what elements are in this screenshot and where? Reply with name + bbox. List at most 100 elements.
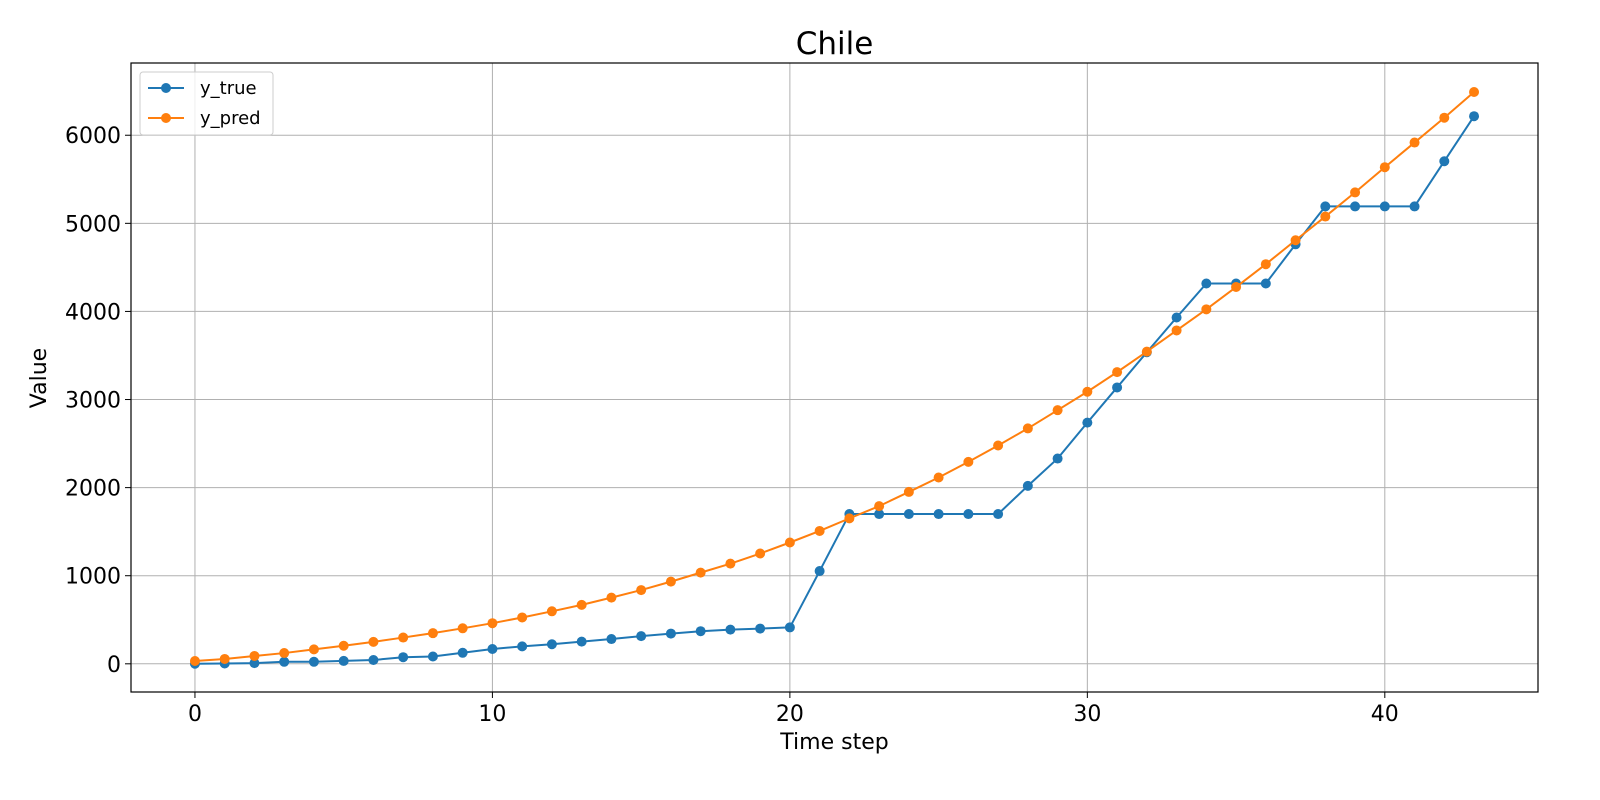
x-tick-label: 10 bbox=[478, 702, 506, 727]
y-tick-label: 5000 bbox=[65, 212, 121, 237]
data-point-y-pred bbox=[1469, 86, 1480, 97]
data-point-y-pred bbox=[487, 618, 498, 629]
data-point-y-pred bbox=[308, 644, 319, 655]
data-point-y-pred bbox=[1231, 282, 1242, 293]
data-point-y-pred bbox=[1022, 423, 1033, 434]
data-point-y-true bbox=[725, 624, 736, 635]
data-point-y-pred bbox=[398, 632, 409, 643]
legend-marker-y-true bbox=[161, 83, 171, 93]
data-point-y-pred bbox=[993, 440, 1004, 451]
y-tick-label: 0 bbox=[107, 653, 121, 678]
data-point-y-true bbox=[665, 628, 676, 639]
plot-frame bbox=[130, 62, 1539, 693]
data-point-y-true bbox=[487, 644, 498, 655]
data-point-y-true bbox=[427, 651, 438, 662]
y-tick-label: 6000 bbox=[65, 124, 121, 149]
data-point-y-true bbox=[606, 634, 617, 645]
legend-marker-y-pred bbox=[161, 113, 171, 123]
data-point-y-true bbox=[1439, 156, 1450, 167]
legend-label-y-pred: y_pred bbox=[200, 108, 261, 129]
data-point-y-pred bbox=[576, 599, 587, 610]
data-point-y-true bbox=[993, 509, 1004, 520]
data-point-y-true bbox=[755, 623, 766, 634]
data-point-y-pred bbox=[517, 612, 528, 623]
data-point-y-pred bbox=[338, 640, 349, 651]
data-point-y-pred bbox=[665, 576, 676, 587]
data-point-y-pred bbox=[695, 567, 706, 578]
data-point-y-pred bbox=[1082, 386, 1093, 397]
data-point-y-pred bbox=[189, 655, 200, 666]
data-point-y-pred bbox=[963, 456, 974, 467]
y-tick-label: 3000 bbox=[65, 389, 121, 414]
data-point-y-pred bbox=[1379, 162, 1390, 173]
series-line-y-pred bbox=[194, 91, 1475, 662]
grid bbox=[131, 63, 1538, 692]
data-point-y-true bbox=[546, 639, 557, 650]
data-point-y-pred bbox=[1290, 235, 1301, 246]
data-point-y-pred bbox=[279, 648, 290, 659]
legend-label-y-true: y_true bbox=[200, 78, 257, 99]
x-tick-label: 40 bbox=[1371, 702, 1399, 727]
ticks: 0 10 20 30 40 0 1000 2000 3000 4000 5000 6000 bbox=[65, 124, 1399, 727]
data-point-y-true bbox=[963, 509, 974, 520]
data-point-y-pred bbox=[903, 486, 914, 497]
data-point-y-true bbox=[874, 509, 885, 520]
data-point-y-pred bbox=[844, 513, 855, 524]
data-point-y-true bbox=[1171, 312, 1182, 323]
data-point-y-true bbox=[903, 509, 914, 520]
data-point-y-pred bbox=[1320, 211, 1331, 222]
data-point-y-pred bbox=[1141, 346, 1152, 357]
data-point-y-true bbox=[1022, 480, 1033, 491]
series-layer bbox=[189, 86, 1480, 669]
chart-title: Chile bbox=[796, 26, 874, 62]
data-point-y-true bbox=[576, 636, 587, 647]
data-point-y-pred bbox=[1350, 187, 1361, 198]
data-point-y-true bbox=[279, 656, 290, 667]
data-point-y-pred bbox=[1112, 367, 1123, 378]
data-point-y-pred bbox=[1052, 405, 1063, 416]
data-point-y-true bbox=[368, 655, 379, 666]
data-point-y-true bbox=[338, 655, 349, 666]
data-point-y-true bbox=[695, 626, 706, 637]
data-point-y-pred bbox=[219, 653, 230, 664]
data-point-y-pred bbox=[755, 548, 766, 559]
data-point-y-true bbox=[398, 652, 409, 663]
y-tick-label: 1000 bbox=[65, 565, 121, 590]
data-point-y-pred bbox=[636, 585, 647, 596]
data-point-y-true bbox=[784, 622, 795, 633]
data-point-y-pred bbox=[427, 628, 438, 639]
data-point-y-pred bbox=[1201, 304, 1212, 315]
data-point-y-pred bbox=[368, 636, 379, 647]
data-point-y-true bbox=[1260, 278, 1271, 289]
data-point-y-true bbox=[1469, 111, 1480, 122]
data-point-y-true bbox=[1379, 201, 1390, 212]
data-point-y-true bbox=[1082, 417, 1093, 428]
data-point-y-true bbox=[517, 641, 528, 652]
data-point-y-true bbox=[636, 631, 647, 642]
data-point-y-pred bbox=[1409, 137, 1420, 148]
data-point-y-true bbox=[933, 509, 944, 520]
data-point-y-true bbox=[1112, 382, 1123, 393]
x-tick-label: 20 bbox=[776, 702, 804, 727]
data-point-y-pred bbox=[249, 650, 260, 661]
data-point-y-pred bbox=[606, 592, 617, 603]
data-point-y-pred bbox=[814, 525, 825, 536]
data-point-y-pred bbox=[725, 558, 736, 569]
x-tick-label: 30 bbox=[1073, 702, 1101, 727]
data-point-y-pred bbox=[1439, 112, 1450, 123]
y-tick-label: 2000 bbox=[65, 477, 121, 502]
x-tick-label: 0 bbox=[188, 702, 202, 727]
data-point-y-true bbox=[1350, 201, 1361, 212]
data-point-y-true bbox=[814, 566, 825, 577]
data-point-y-pred bbox=[546, 606, 557, 617]
data-point-y-pred bbox=[1171, 325, 1182, 336]
data-point-y-true bbox=[1409, 201, 1420, 212]
x-axis-label: Time step bbox=[779, 730, 888, 755]
data-point-y-pred bbox=[1260, 259, 1271, 270]
data-point-y-pred bbox=[933, 472, 944, 483]
data-point-y-true bbox=[1320, 201, 1331, 212]
data-point-y-true bbox=[1052, 453, 1063, 464]
data-point-y-true bbox=[457, 647, 468, 658]
legend: y_true y_pred bbox=[139, 71, 274, 136]
